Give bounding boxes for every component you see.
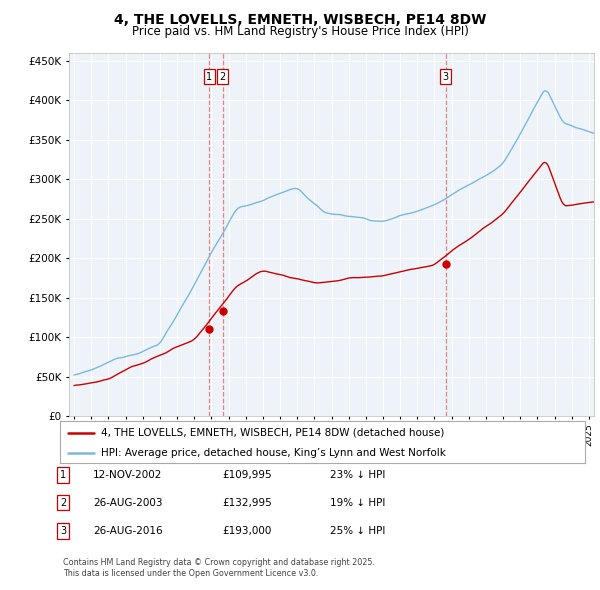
Text: £193,000: £193,000 xyxy=(222,526,271,536)
Text: 12-NOV-2002: 12-NOV-2002 xyxy=(93,470,163,480)
Text: 3: 3 xyxy=(60,526,66,536)
Text: 4, THE LOVELLS, EMNETH, WISBECH, PE14 8DW (detached house): 4, THE LOVELLS, EMNETH, WISBECH, PE14 8D… xyxy=(101,428,445,438)
Text: 26-AUG-2003: 26-AUG-2003 xyxy=(93,498,163,507)
Text: 26-AUG-2016: 26-AUG-2016 xyxy=(93,526,163,536)
Text: 2: 2 xyxy=(60,498,66,507)
Text: 2: 2 xyxy=(220,72,226,82)
Text: Price paid vs. HM Land Registry's House Price Index (HPI): Price paid vs. HM Land Registry's House … xyxy=(131,25,469,38)
Text: 19% ↓ HPI: 19% ↓ HPI xyxy=(330,498,385,507)
Text: Contains HM Land Registry data © Crown copyright and database right 2025.
This d: Contains HM Land Registry data © Crown c… xyxy=(63,558,375,578)
Text: 23% ↓ HPI: 23% ↓ HPI xyxy=(330,470,385,480)
Text: £109,995: £109,995 xyxy=(222,470,272,480)
Text: 25% ↓ HPI: 25% ↓ HPI xyxy=(330,526,385,536)
Text: 4, THE LOVELLS, EMNETH, WISBECH, PE14 8DW: 4, THE LOVELLS, EMNETH, WISBECH, PE14 8D… xyxy=(114,13,486,27)
Text: 1: 1 xyxy=(206,72,212,82)
Text: £132,995: £132,995 xyxy=(222,498,272,507)
Text: 3: 3 xyxy=(443,72,449,82)
Text: 1: 1 xyxy=(60,470,66,480)
Text: HPI: Average price, detached house, King’s Lynn and West Norfolk: HPI: Average price, detached house, King… xyxy=(101,448,446,458)
